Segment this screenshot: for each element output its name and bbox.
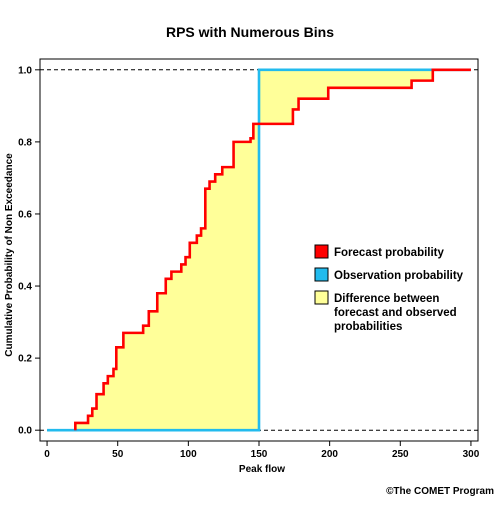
- legend-label-difference-line3: probabilities: [334, 321, 402, 333]
- difference-area-below-observation: [75, 123, 260, 431]
- legend-swatch-observation: [314, 267, 329, 282]
- y-axis-label: Cumulative Probability of Non Exceedance: [4, 153, 15, 357]
- x-tick-label: 200: [321, 449, 338, 460]
- y-tick-label: 0.2: [18, 354, 32, 365]
- copyright-text: ©The COMET Program: [386, 486, 494, 497]
- x-tick-label: 100: [180, 449, 197, 460]
- legend-label-observation: Observation probability: [334, 270, 464, 282]
- x-axis-label: Peak flow: [239, 464, 285, 475]
- y-tick-label: 0.4: [18, 282, 32, 293]
- y-tick-label: 1.0: [18, 65, 32, 76]
- x-tick-label: 300: [463, 449, 480, 460]
- difference-area-above-forecast: [259, 69, 471, 124]
- difference-area-layer: [75, 69, 471, 431]
- legend-label-difference-line2: forecast and observed: [334, 307, 457, 319]
- legend-label-difference-line1: Difference between: [334, 293, 439, 305]
- y-tick-label: 0.0: [18, 426, 32, 437]
- x-tick-label: 250: [392, 449, 409, 460]
- x-tick-label: 0: [44, 449, 50, 460]
- legend-label-forecast: Forecast probability: [334, 247, 445, 259]
- forecast-probability-line: [74, 68, 471, 431]
- ticks-layer: 0 50 100 150 200 250 300 0.0 0.2 0.4 0.6 0.8 1.0: [18, 65, 480, 460]
- y-tick-label: 0.8: [18, 137, 32, 148]
- legend: Forecast probability Observation probabi…: [314, 244, 464, 333]
- x-tick-label: 50: [112, 449, 124, 460]
- x-tick-label: 150: [251, 449, 268, 460]
- y-tick-label: 0.6: [18, 209, 32, 220]
- legend-swatch-forecast: [314, 244, 329, 259]
- chart-title: RPS with Numerous Bins: [166, 24, 334, 40]
- legend-swatch-difference: [314, 290, 329, 305]
- observation-probability-line: [47, 68, 471, 432]
- series-layer: [47, 68, 471, 432]
